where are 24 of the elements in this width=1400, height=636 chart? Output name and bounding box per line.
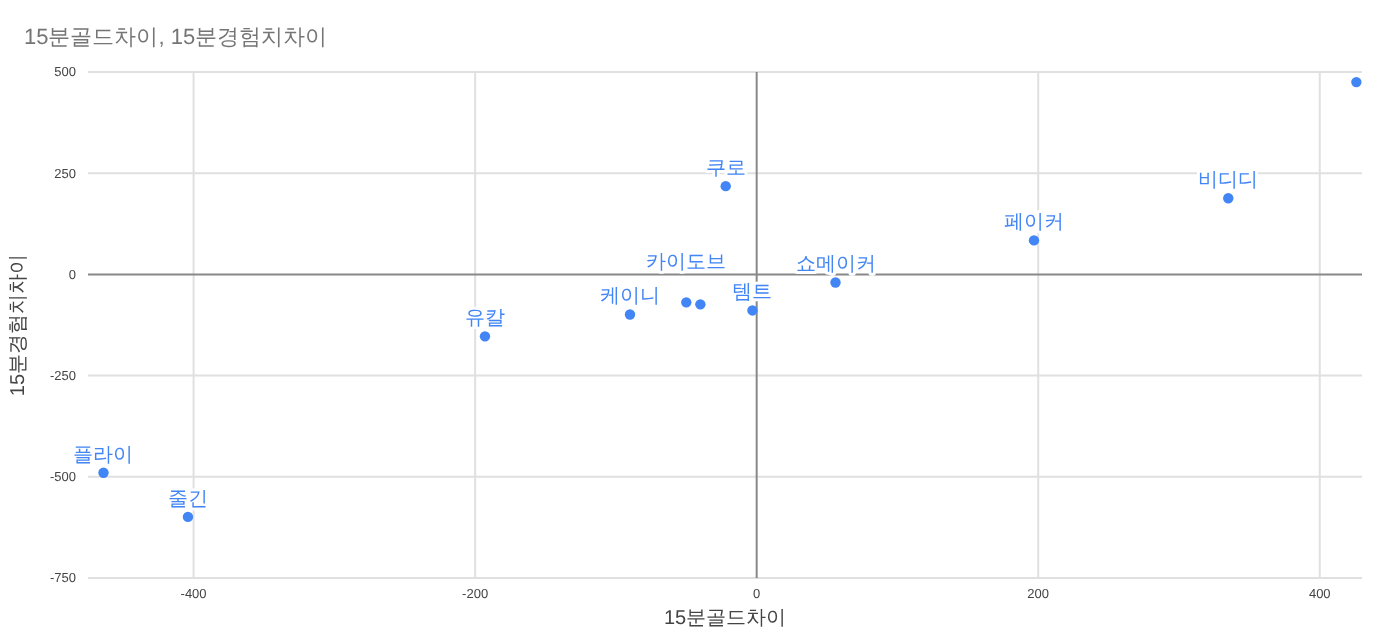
point (720, 180, 731, 192)
annotation: 줄긴 (167, 488, 208, 511)
annotation: 유칼 (464, 308, 505, 331)
annotation: 페이커 (1004, 212, 1064, 235)
y-axis-title: 15분경험치차이 (8, 253, 30, 397)
annotation: 비디디 (1198, 170, 1259, 193)
point (1028, 235, 1040, 246)
point (479, 331, 491, 342)
annotation: 케이니 (599, 286, 660, 309)
annotation: 쿠로 (705, 158, 746, 181)
point (98, 467, 109, 478)
annotation: 플라이 (73, 444, 134, 467)
annotation: 카이도브 (646, 252, 727, 275)
point (747, 305, 758, 316)
point (695, 299, 706, 310)
point (182, 511, 194, 523)
point (1223, 193, 1234, 204)
point (1351, 76, 1362, 88)
point (624, 309, 636, 320)
point (830, 277, 841, 288)
point (681, 297, 692, 308)
chart-title: 15분골드차이, 15분경험치차이 (24, 26, 328, 50)
annotation: 쇼메이커 (795, 254, 876, 277)
x-axis-title: 15분골드차이 (663, 608, 787, 630)
